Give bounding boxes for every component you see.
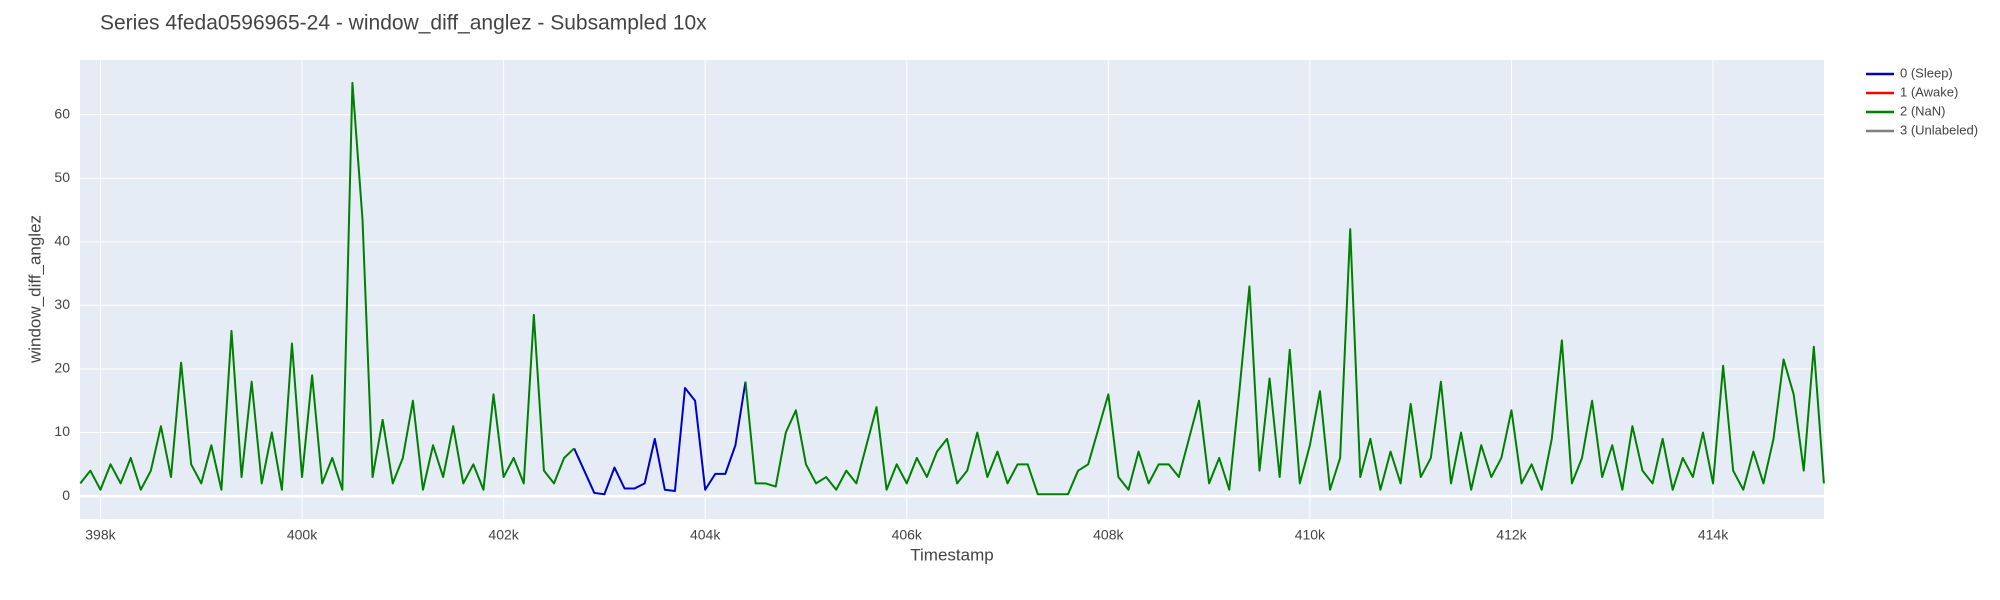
series-line [79,81,1825,496]
x-axis-title: Timestamp [910,545,993,564]
legend-label[interactable]: 3 (Unlabeled) [1900,122,1978,137]
x-tick-label: 398k [85,527,116,543]
x-tick-label: 400k [287,527,318,543]
x-tick-label: 404k [690,527,721,543]
legend-label[interactable]: 2 (NaN) [1900,103,1946,118]
y-tick-label: 30 [54,296,70,312]
y-axis-title: window_diff_anglez [25,215,44,364]
legend: 0 (Sleep) 1 (Awake) 2 (NaN) 3 (Unlabeled) [1866,65,1978,137]
y-tick-label: 40 [54,233,70,249]
legend-label[interactable]: 1 (Awake) [1900,84,1958,99]
legend-label[interactable]: 0 (Sleep) [1900,65,1953,80]
lines [79,81,1825,496]
x-tick-label: 410k [1295,527,1326,543]
y-tick-label: 50 [54,169,70,185]
series-line [573,381,747,496]
x-tick-label: 408k [1093,527,1124,543]
chart-title: Series 4feda0596965-24 - window_diff_ang… [100,12,707,35]
y-tick-label: 20 [54,360,70,376]
plot-area [80,60,1824,519]
y-tick-label: 10 [54,423,70,439]
x-tick-label: 414k [1698,527,1729,543]
y-tick-label: 60 [54,105,70,121]
x-tick-label: 402k [488,527,519,543]
y-tick-label: 0 [62,487,70,503]
x-tick-label: 406k [892,527,923,543]
x-tick-label: 412k [1496,527,1527,543]
